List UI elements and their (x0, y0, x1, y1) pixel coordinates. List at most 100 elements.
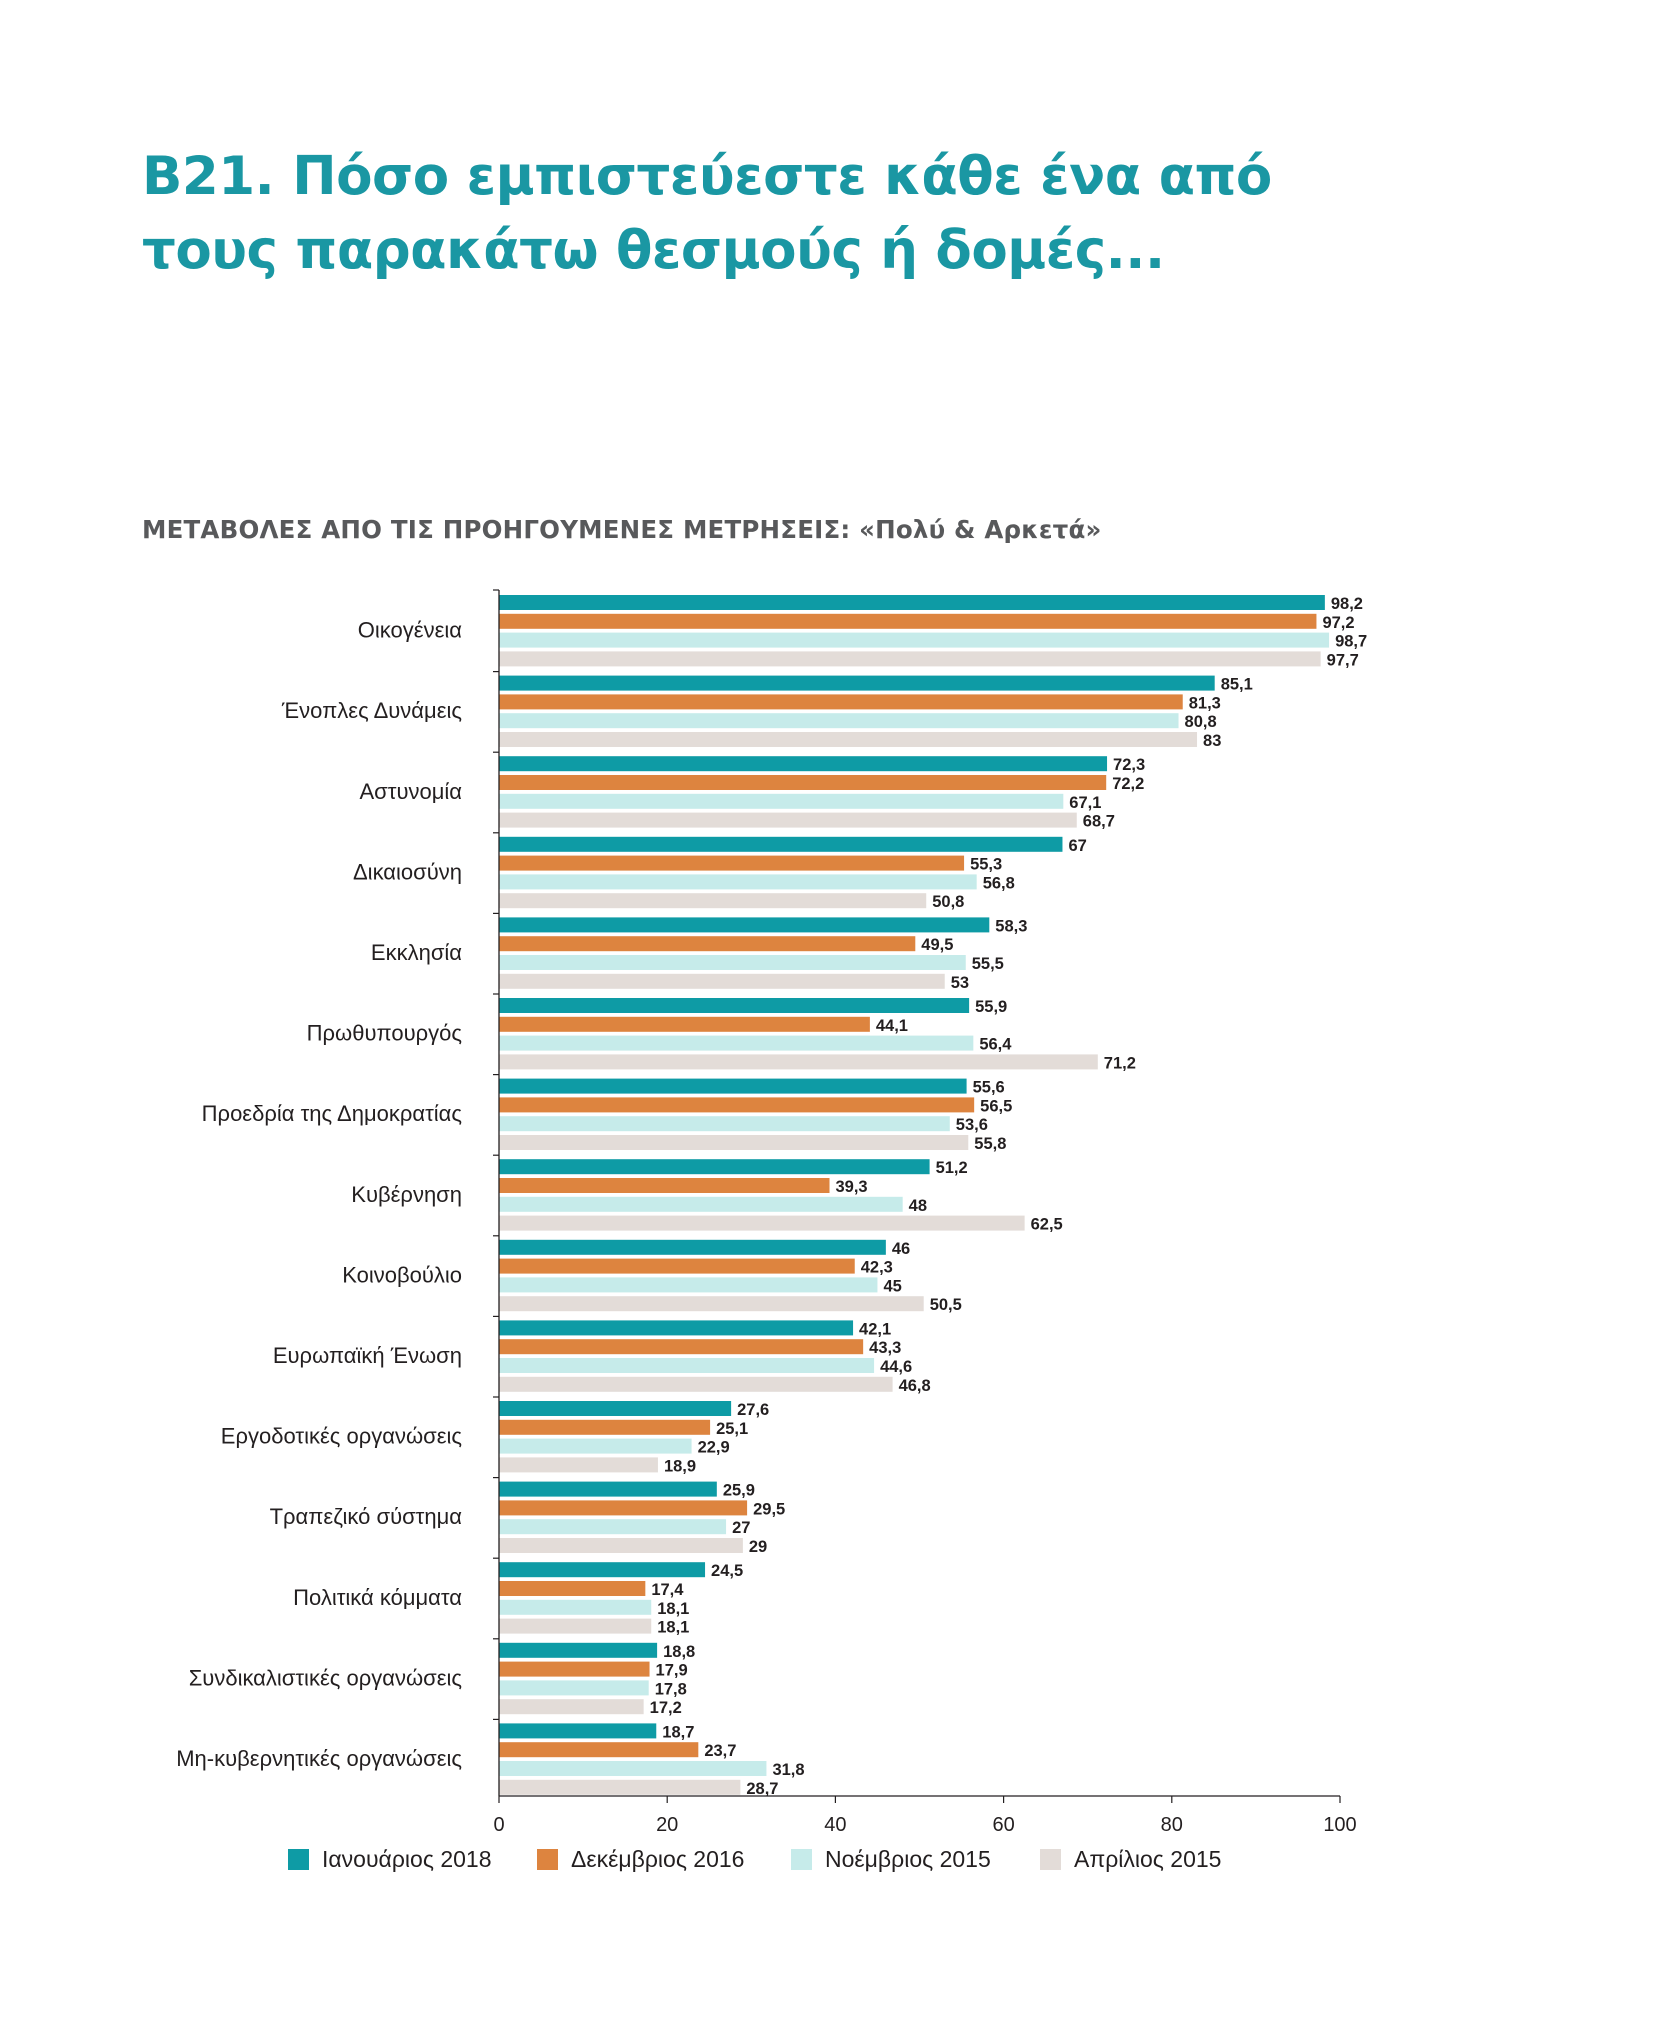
data-label: 39,3 (836, 1178, 868, 1196)
data-label: 53,6 (956, 1116, 988, 1134)
bar (499, 1159, 930, 1175)
data-label: 56,5 (980, 1097, 1012, 1115)
bar (499, 694, 1183, 710)
bar (499, 1054, 1098, 1070)
bar (499, 1035, 974, 1051)
x-tick-label: 100 (1323, 1814, 1356, 1836)
bar (499, 756, 1108, 772)
bar (499, 812, 1077, 828)
legend-swatch (1040, 1849, 1061, 1870)
bar (499, 732, 1198, 747)
data-label: 98,7 (1335, 633, 1367, 651)
data-label: 51,2 (936, 1159, 968, 1177)
bar (499, 1116, 950, 1132)
bar (499, 1419, 711, 1435)
category-label: Μη-κυβερνητικές οργανώσεις (176, 1746, 462, 1771)
bar (499, 1761, 767, 1776)
data-label: 55,3 (970, 856, 1002, 874)
bar (499, 1320, 854, 1336)
bar (499, 1742, 699, 1758)
legend-swatch (537, 1849, 558, 1870)
title-line-1: B21. Πόσο εμπιστεύεστε κάθε ένα από (142, 146, 1272, 207)
bar (499, 1500, 748, 1516)
bar (499, 1258, 855, 1274)
data-label: 25,9 (723, 1482, 755, 1500)
bar (499, 1196, 903, 1212)
data-label: 85,1 (1221, 676, 1253, 694)
data-label: 55,5 (972, 955, 1004, 973)
bar (499, 1277, 878, 1293)
data-label: 18,9 (664, 1457, 696, 1475)
category-label: Πρωθυπουργός (307, 1021, 462, 1046)
bar (499, 1538, 743, 1553)
data-label: 46,8 (899, 1377, 931, 1395)
bar (499, 1581, 646, 1596)
data-label: 72,2 (1112, 775, 1144, 793)
bar (499, 1358, 875, 1373)
data-label: 72,3 (1113, 756, 1145, 774)
bar-chart: Οικογένεια 98,297,298,797,7 Ένοπλες Δυνάμε… (176, 589, 1367, 1836)
bar (499, 651, 1321, 667)
data-label: 17,9 (656, 1662, 688, 1680)
data-label: 55,9 (975, 998, 1007, 1016)
bar (499, 1178, 830, 1193)
bar (499, 1135, 969, 1150)
data-label: 27 (732, 1519, 750, 1537)
bar (499, 713, 1179, 729)
category-label: Πολιτικά κόμματα (293, 1585, 462, 1610)
legend-item: Νοέμβριος 2015 (791, 1846, 991, 1873)
category-label: Προεδρία της Δημοκρατίας (202, 1101, 462, 1126)
category-label: Συνδικαλιστικές οργανώσεις (189, 1665, 462, 1690)
data-label: 71,2 (1104, 1054, 1136, 1072)
data-label: 29,5 (753, 1500, 785, 1518)
bar (499, 1097, 975, 1113)
data-label: 25,1 (716, 1420, 748, 1438)
data-label: 67,1 (1069, 794, 1101, 812)
bar (499, 998, 970, 1013)
bar (499, 836, 1063, 852)
category-label: Εκκλησία (371, 940, 462, 965)
data-label: 31,8 (772, 1761, 804, 1779)
bar (499, 874, 977, 890)
bar (499, 917, 990, 933)
chart-legend: Ιανουάριος 2018 Δεκέμβριος 2016 Νοέμβριος … (0, 1846, 1654, 1880)
category-label: Τραπεζικό σύστημα (270, 1504, 463, 1529)
legend-label: Ιανουάριος 2018 (322, 1846, 492, 1872)
data-label: 17,4 (651, 1581, 684, 1599)
bar (499, 1642, 658, 1658)
bar (499, 973, 945, 989)
data-label: 97,2 (1322, 614, 1354, 632)
x-tick-label: 60 (992, 1814, 1014, 1836)
x-tick-label: 0 (493, 1814, 504, 1836)
x-tick-label: 20 (656, 1814, 678, 1836)
bar (499, 1599, 652, 1615)
data-label: 98,2 (1331, 595, 1363, 613)
bar (499, 893, 927, 909)
data-label: 53 (951, 974, 969, 992)
data-label: 55,8 (974, 1135, 1006, 1153)
bar (499, 1680, 649, 1696)
bar (499, 595, 1325, 610)
data-label: 44,6 (880, 1358, 912, 1376)
data-label: 17,2 (650, 1699, 682, 1717)
data-label: 28,7 (746, 1780, 778, 1798)
legend-item: Ιανουάριος 2018 (288, 1846, 491, 1873)
bar (499, 1699, 644, 1715)
bar (499, 1078, 967, 1094)
legend-label: Δεκέμβριος 2016 (571, 1846, 745, 1872)
data-label: 18,8 (663, 1643, 695, 1661)
bar (499, 855, 965, 871)
bar (499, 1661, 650, 1677)
category-label: Αστυνομία (360, 779, 463, 804)
bar (499, 1562, 706, 1578)
category-label: Κοινοβούλιο (342, 1262, 462, 1287)
bar (499, 675, 1215, 691)
data-label: 29 (749, 1538, 767, 1556)
page-title: B21. Πόσο εμπιστεύεστε κάθε ένα από τους… (142, 140, 1542, 288)
data-label: 56,4 (979, 1036, 1012, 1054)
data-label: 97,7 (1327, 651, 1359, 669)
bar (499, 1618, 652, 1634)
bar (499, 1519, 727, 1535)
data-label: 43,3 (869, 1339, 901, 1357)
bar (499, 1779, 741, 1795)
